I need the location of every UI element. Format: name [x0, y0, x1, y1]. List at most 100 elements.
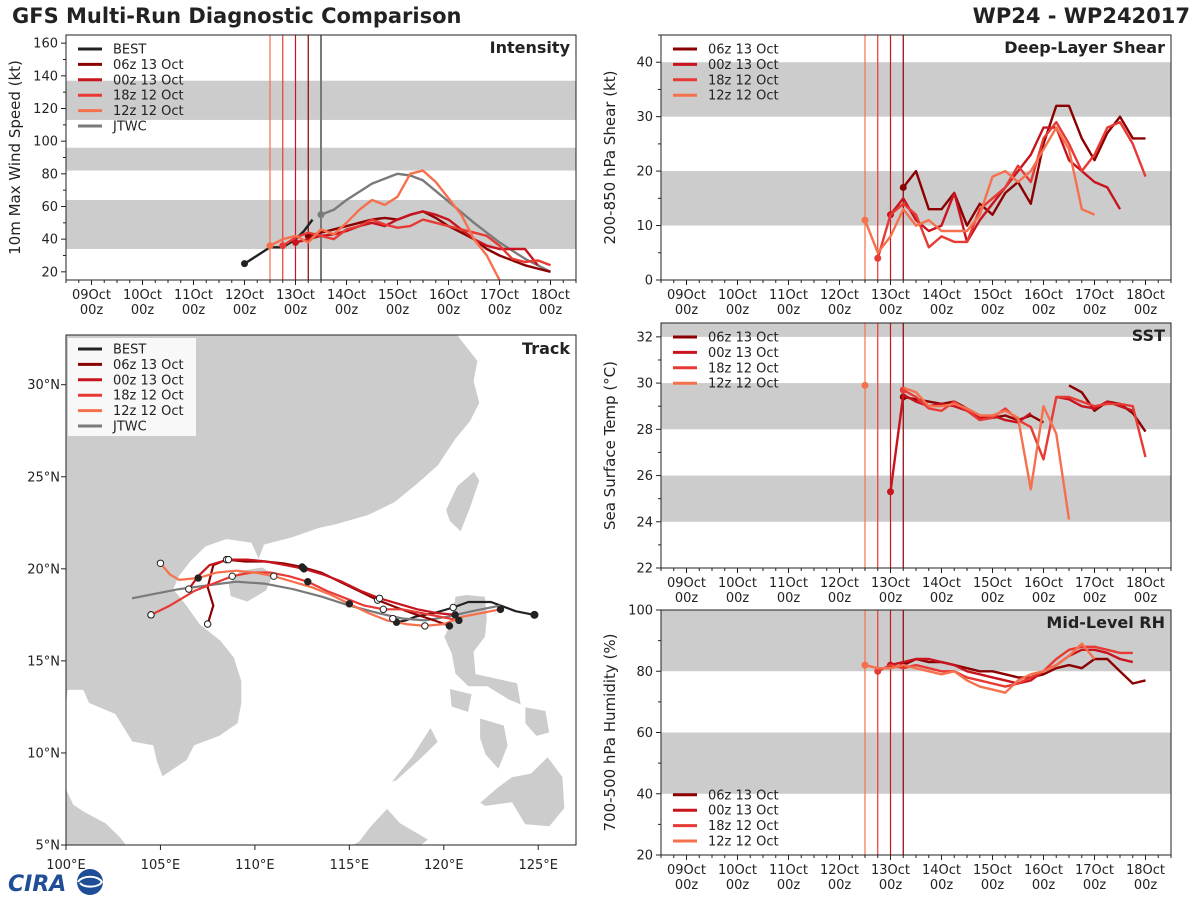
- storm-id: WP24 - WP242017: [972, 4, 1190, 28]
- asia-mainland: [66, 335, 481, 845]
- track-y-tick-label: 25°N: [27, 470, 60, 485]
- sst-y-tick-label: 22: [636, 562, 653, 577]
- track-y-tick-label: 15°N: [27, 654, 60, 669]
- rh-legend-label: 00z 13 Oct: [708, 804, 779, 819]
- intensity-x-tick-label: 00z: [539, 303, 563, 318]
- intensity-legend-label: JTWC: [112, 120, 147, 135]
- intensity-x-tick-label: 18Oct: [531, 288, 570, 303]
- shear-y-tick-label: 10: [636, 219, 653, 234]
- sst-y-tick-label: 30: [636, 377, 653, 392]
- track-legend-label: 06z 13 Oct: [113, 358, 184, 373]
- sst-series-start-point: [887, 488, 894, 496]
- sst-x-tick-label: 00z: [726, 591, 750, 606]
- rh-x-tick-label: 12Oct: [820, 863, 859, 878]
- sst-series-line: [902, 388, 1147, 461]
- rh-series-line: [890, 648, 1134, 685]
- track-legend-label: 12z 12 Oct: [113, 404, 184, 419]
- shear-legend-label: 12z 12 Oct: [708, 89, 779, 104]
- intensity-x-tick-label: 16Oct: [429, 288, 468, 303]
- intensity-y-tick-label: 120: [33, 102, 58, 117]
- sst-x-tick-label: 17Oct: [1075, 576, 1114, 591]
- shear-series-group: [861, 104, 1147, 262]
- intensity-x-tick-label: 10Oct: [123, 288, 162, 303]
- rh-x-tick-label: 00z: [828, 878, 852, 893]
- track-legend-label: JTWC: [112, 420, 147, 435]
- shear-legend-label: 00z 13 Oct: [708, 58, 779, 73]
- track-position-marker: [194, 574, 202, 582]
- shear-x-tick-label: 00z: [930, 303, 954, 318]
- taiwan-island: [445, 470, 481, 533]
- sst-x-tick-label: 00z: [675, 591, 699, 606]
- sst-x-tick-label: 14Oct: [922, 576, 961, 591]
- track-x-tick-label: 105°E: [141, 858, 181, 873]
- shear-y-tick-label: 20: [636, 165, 653, 180]
- rh-x-tick-label: 10Oct: [718, 863, 757, 878]
- rh-x-tick-label: 00z: [981, 878, 1005, 893]
- shear-y-tick-label: 40: [636, 56, 653, 71]
- sst-panel: 09Oct00z10Oct00z11Oct00z12Oct00z13Oct00z…: [601, 322, 1172, 606]
- intensity-y-tick-label: 80: [41, 167, 58, 182]
- track-line: [187, 558, 456, 616]
- luzon-island: [443, 594, 522, 706]
- rh-x-tick-label: 00z: [930, 878, 954, 893]
- shear-series-start-point: [899, 183, 907, 191]
- rh-panel-title: Mid-Level RH: [1046, 613, 1165, 632]
- track-legend-background: [68, 338, 196, 436]
- rh-series-group: [861, 642, 1146, 694]
- rh-series-start-point: [861, 661, 869, 669]
- sst-legend-label: 12z 12 Oct: [708, 377, 779, 392]
- samar-island: [524, 706, 551, 737]
- borneo-island: [351, 807, 430, 845]
- sst-series-start-point: [861, 381, 869, 389]
- intensity-panel: 09Oct00z10Oct00z11Oct00z12Oct00z13Oct00z…: [6, 34, 577, 318]
- sst-x-tick-label: 09Oct: [667, 576, 706, 591]
- rh-legend-label: 12z 12 Oct: [708, 835, 779, 850]
- rh-y-tick-label: 80: [636, 665, 653, 680]
- rh-x-tick-label: 09Oct: [667, 863, 706, 878]
- rh-x-tick-label: 18Oct: [1126, 863, 1165, 878]
- sst-panel-title: SST: [1132, 326, 1165, 345]
- rh-y-tick-label: 40: [636, 787, 653, 802]
- intensity-series-line: [320, 172, 552, 273]
- track-position-marker: [389, 614, 397, 623]
- sst-legend-label: 18z 12 Oct: [708, 361, 779, 376]
- sst-x-tick-label: 00z: [1134, 591, 1158, 606]
- rh-series-start-point: [874, 667, 882, 675]
- intensity-x-tick-label: 00z: [284, 303, 308, 318]
- sst-y-tick-label: 28: [636, 423, 653, 438]
- sst-x-tick-label: 00z: [981, 591, 1005, 606]
- track-x-tick-label: 125°E: [518, 858, 558, 873]
- mindanao-island: [479, 755, 566, 828]
- track-position-marker: [224, 555, 233, 564]
- rh-x-tick-label: 00z: [675, 878, 699, 893]
- mindoro-island: [448, 687, 473, 713]
- cira-logo: CIRA: [8, 869, 104, 897]
- intensity-series-start-point: [317, 211, 325, 219]
- sst-x-tick-label: 00z: [879, 591, 903, 606]
- track-position-marker: [185, 585, 193, 593]
- shear-series-line: [902, 104, 1146, 227]
- track-position-marker: [228, 572, 236, 580]
- sst-y-tick-label: 24: [636, 515, 653, 530]
- rh-legend-label: 18z 12 Oct: [708, 819, 779, 834]
- intensity-x-tick-label: 17Oct: [480, 288, 519, 303]
- track-legend-label: 18z 12 Oct: [113, 389, 184, 404]
- track-x-tick-label: 115°E: [330, 858, 370, 873]
- track-land-group: [66, 335, 566, 845]
- track-y-tick-label: 5°N: [36, 839, 61, 854]
- sst-x-tick-label: 18Oct: [1126, 576, 1165, 591]
- rh-series-line: [877, 645, 1133, 688]
- rh-band-1: [661, 610, 1171, 672]
- rh-x-tick-label: 00z: [1134, 878, 1158, 893]
- shear-x-tick-label: 14Oct: [922, 288, 961, 303]
- rh-y-tick-label: 100: [628, 604, 653, 619]
- shear-x-tick-label: 15Oct: [973, 288, 1012, 303]
- shear-x-tick-label: 00z: [981, 303, 1005, 318]
- track-position-marker: [300, 565, 308, 573]
- intensity-panel-title: Intensity: [490, 38, 571, 57]
- intensity-series-start-point: [292, 238, 299, 246]
- track-position-marker: [270, 572, 278, 580]
- shear-x-tick-label: 18Oct: [1126, 288, 1165, 303]
